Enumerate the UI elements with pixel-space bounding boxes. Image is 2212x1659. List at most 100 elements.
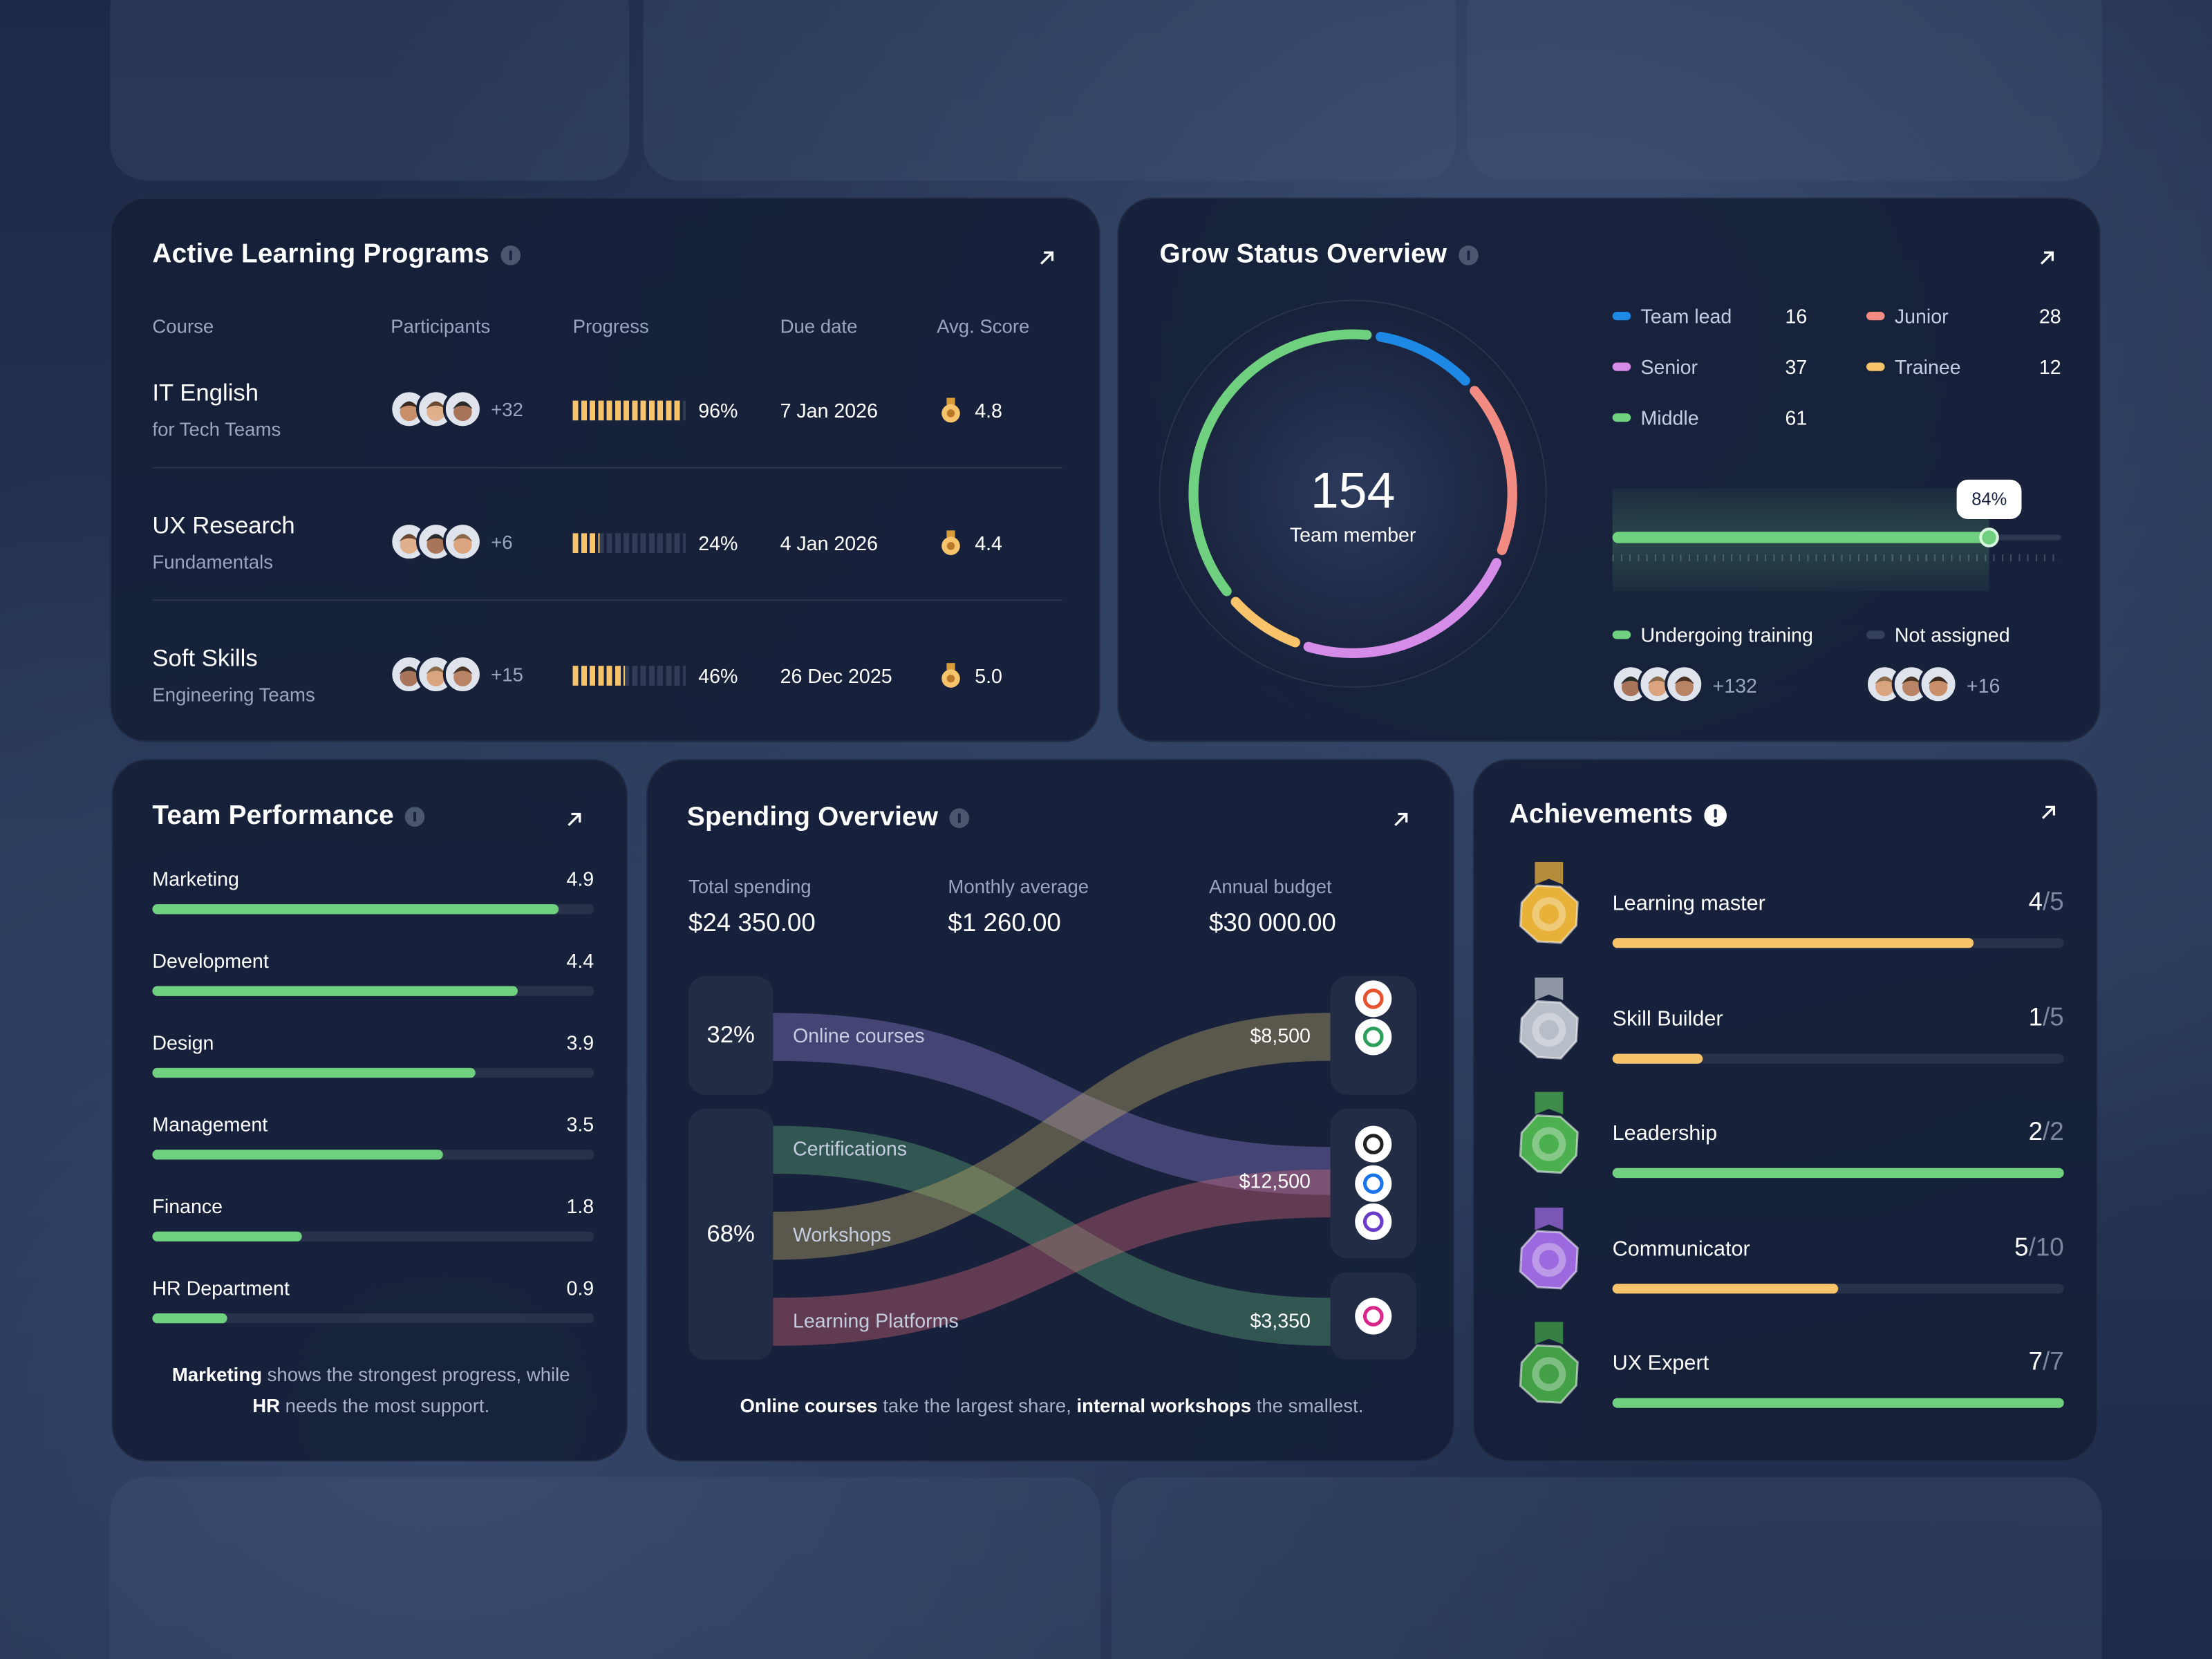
legend-name: Junior: [1894, 304, 1949, 328]
achievement-total: 2: [2050, 1117, 2064, 1146]
achievement-total: 10: [2035, 1232, 2064, 1261]
summary-text: the smallest.: [1251, 1395, 1364, 1416]
card-header: Active Learning Programs: [152, 240, 521, 271]
progress-fill: [1612, 532, 1989, 543]
achievement-bar: [1612, 1398, 2064, 1408]
assignment-name: Undergoing training: [1640, 624, 1813, 646]
provider-logos: [1355, 980, 1392, 1335]
avatar-group: [389, 522, 482, 562]
score-bar: [152, 1067, 476, 1078]
avatar-face: [400, 535, 419, 554]
row-divider: [152, 467, 1062, 469]
course-name: UX Research: [152, 512, 295, 539]
sankey-flow: [773, 1125, 1331, 1346]
due-date: 7 Jan 2026: [780, 399, 878, 422]
avatar-group: [389, 389, 482, 429]
achievement-count: 1/5: [1923, 1002, 2064, 1032]
placeholder-card: [110, 0, 630, 181]
score-icon: [941, 530, 960, 556]
medal-ribbon: [1535, 861, 1564, 885]
achievements-card: Achievements Learning master 4/5 Skill Bui…: [1472, 758, 2098, 1462]
score-icon-core: [946, 542, 955, 550]
department-score: 4.9: [566, 868, 594, 890]
medal-center: [1539, 1019, 1559, 1040]
donut-arc: [1376, 332, 1470, 386]
progress-tooltip: 84%: [1956, 479, 2022, 520]
department-score: 0.9: [566, 1276, 594, 1300]
legend-value: 16: [1785, 304, 1808, 328]
sankey-flow: [773, 1013, 1331, 1195]
achievement-name: Learning master: [1612, 891, 1765, 916]
info-icon[interactable]: [949, 808, 970, 828]
info-icon[interactable]: [1704, 804, 1727, 827]
score-icon-core: [946, 409, 955, 418]
legend-name: Senior: [1640, 355, 1698, 378]
info-icon[interactable]: [405, 807, 425, 827]
expand-icon[interactable]: [1391, 809, 1411, 830]
legend-swatch: [1612, 312, 1631, 321]
avatar-face: [1929, 677, 1948, 697]
achievement-total: 5: [2050, 1002, 2064, 1031]
avatar-group: [1864, 664, 1958, 704]
due-date: 4 Jan 2026: [780, 532, 878, 555]
spending-overview-card: Spending Overview Total spending $24 350.…: [646, 758, 1456, 1462]
info-icon[interactable]: [1458, 245, 1479, 265]
source-label: Online courses: [792, 1024, 925, 1047]
medal: [1519, 1206, 1579, 1289]
placeholder-card: [643, 0, 1456, 181]
avatar-hair: [1928, 676, 1949, 684]
avatar-hair: [426, 401, 446, 409]
avatar-face: [400, 402, 419, 422]
medal-center: [1539, 1134, 1559, 1154]
achievement-track: [1612, 1053, 2064, 1063]
progress-label: 96%: [698, 399, 738, 422]
expand-icon[interactable]: [1037, 248, 1057, 268]
provider-logo-mark: [1362, 1027, 1384, 1047]
assignment-extra: +132: [1712, 674, 1757, 697]
achievement-count: 2/2: [1923, 1117, 2064, 1147]
department-name: Finance: [152, 1194, 223, 1218]
stat-label: Monthly average: [948, 876, 1089, 897]
department-score: 3.9: [566, 1031, 594, 1054]
achievement-total: 5: [2050, 887, 2064, 916]
expand-icon[interactable]: [2037, 248, 2057, 268]
provider-logo-mark: [1362, 1306, 1384, 1327]
source-label: Certifications: [792, 1136, 908, 1160]
avatar-hair: [453, 401, 473, 409]
progress-label: 24%: [698, 532, 738, 555]
expand-icon[interactable]: [564, 809, 584, 830]
share-label: 32%: [706, 1021, 755, 1049]
progress-fill: [572, 666, 625, 686]
score-icon-core: [946, 674, 955, 683]
avatar-face: [1902, 677, 1921, 697]
source-label: Learning Platforms: [792, 1309, 959, 1332]
score-bar: [152, 904, 559, 915]
stat-label: Total spending: [688, 876, 812, 897]
achievement-count: 5/10: [1923, 1232, 2064, 1262]
sankey-flow: [773, 1169, 1331, 1346]
assignment-swatch: [1866, 630, 1885, 639]
avatar-hair: [426, 534, 446, 542]
card-title: Grow Status Overview: [1159, 239, 1447, 270]
medal-center: [1539, 904, 1559, 924]
summary: Online courses take the largest share, i…: [648, 1395, 1456, 1416]
expand-icon[interactable]: [2038, 803, 2059, 823]
avatar-hair: [1875, 676, 1895, 684]
donut-backdrop: [1159, 299, 1547, 688]
provider-logo: [1355, 1018, 1392, 1056]
placeholder-card: [110, 1477, 1100, 1659]
provider-logo: [1355, 1297, 1392, 1335]
column-header: Progress: [572, 316, 649, 337]
medal-ribbon: [1535, 977, 1564, 1000]
provider-logo: [1355, 1125, 1392, 1163]
target-label: $8,500: [1250, 1024, 1311, 1047]
provider-logo: [1355, 1165, 1392, 1202]
progress-fill: [572, 400, 682, 421]
info-icon[interactable]: [500, 245, 521, 265]
avatar-group: [1611, 664, 1705, 704]
avatar-hair: [426, 666, 446, 675]
avatar-hair: [453, 666, 473, 675]
score-icon: [941, 663, 960, 688]
score-bar: [152, 1150, 443, 1160]
